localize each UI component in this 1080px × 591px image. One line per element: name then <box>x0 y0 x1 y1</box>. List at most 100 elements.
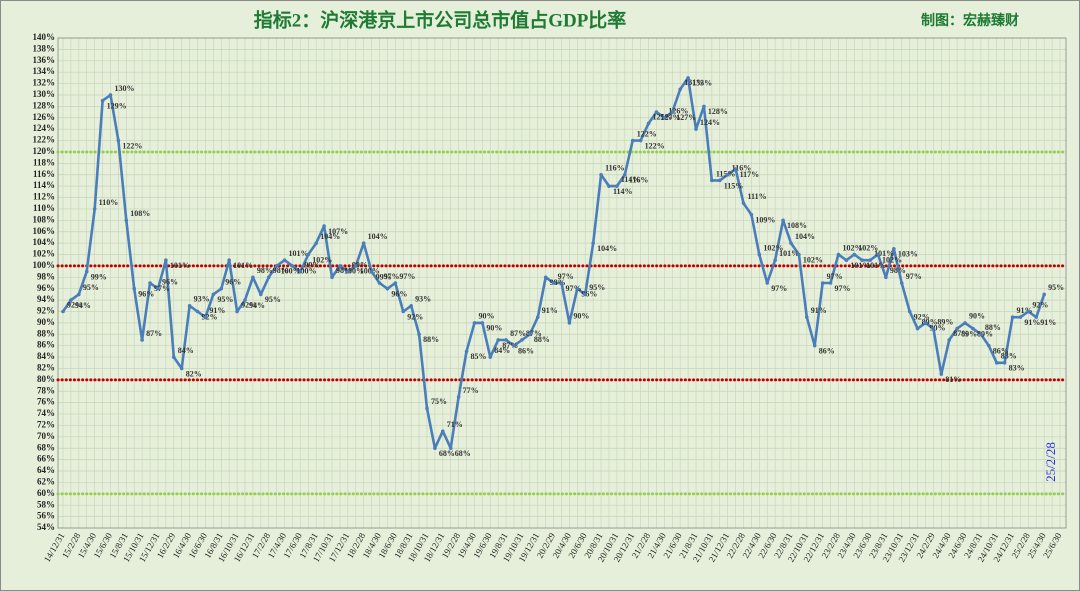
data-label: 97% <box>399 272 415 281</box>
data-label: 91% <box>1017 306 1033 315</box>
data-label: 97% <box>827 272 843 281</box>
data-label: 99% <box>304 260 320 269</box>
y-tick-label: 94% <box>37 294 55 304</box>
data-point <box>765 281 770 285</box>
data-label: 98% <box>336 266 352 275</box>
y-tick-label: 78% <box>37 385 55 395</box>
data-point <box>678 87 682 92</box>
data-point <box>923 321 928 325</box>
data-label: 116% <box>732 164 752 173</box>
y-tick-label: 140% <box>33 32 56 42</box>
data-point <box>591 241 595 245</box>
y-tick-label: 126% <box>33 112 56 122</box>
y-tick-label: 100% <box>33 260 56 270</box>
data-point <box>61 309 65 314</box>
data-point <box>401 309 406 314</box>
y-tick-label: 98% <box>37 271 55 281</box>
data-point <box>789 241 793 245</box>
data-point <box>638 138 643 143</box>
y-tick-label: 108% <box>33 214 56 224</box>
data-point <box>971 326 975 331</box>
data-point <box>314 241 319 245</box>
data-point <box>551 281 556 285</box>
data-point <box>710 178 714 183</box>
data-label: 96% <box>391 290 407 299</box>
data-point <box>124 218 129 223</box>
data-label: 95% <box>1048 283 1064 292</box>
data-point <box>512 343 516 348</box>
data-label: 96% <box>581 290 597 299</box>
y-tick-label: 70% <box>37 431 55 441</box>
data-label: 101% <box>233 261 253 270</box>
data-point <box>259 292 263 297</box>
data-label: 111% <box>747 192 766 201</box>
data-point <box>179 366 184 371</box>
data-point <box>266 275 271 280</box>
data-point <box>353 264 358 268</box>
data-point <box>757 252 762 257</box>
data-label: 92% <box>1032 300 1048 309</box>
data-label: 95% <box>589 283 605 292</box>
data-point <box>535 315 540 319</box>
data-point <box>203 315 208 319</box>
data-point <box>306 252 311 257</box>
data-label: 97% <box>835 284 851 293</box>
data-label: 92% <box>914 312 930 321</box>
data-label: 97% <box>566 284 582 293</box>
data-label: 96% <box>225 278 241 287</box>
data-label: 89% <box>961 329 977 338</box>
data-point <box>654 110 659 114</box>
data-label: 101% <box>289 249 309 258</box>
data-point <box>607 184 611 188</box>
data-label: 91% <box>1040 318 1056 327</box>
data-point <box>876 252 880 257</box>
data-label: 83% <box>1001 352 1017 361</box>
data-label: 114% <box>621 175 641 184</box>
data-point <box>852 252 857 257</box>
data-point <box>84 269 89 274</box>
data-point <box>1002 360 1007 365</box>
data-point <box>488 355 493 359</box>
data-point <box>528 332 532 337</box>
data-point <box>132 286 137 291</box>
data-point <box>717 178 722 183</box>
data-point <box>77 292 81 297</box>
data-point <box>441 429 445 433</box>
data-label: 97% <box>771 284 787 293</box>
data-point <box>496 338 500 342</box>
y-tick-label: 84% <box>37 351 55 361</box>
data-label: 104% <box>368 232 388 241</box>
chart-title: 指标2：沪深港京上市公司总市值占GDP比率 <box>254 8 627 31</box>
data-label: 127% <box>676 113 696 122</box>
data-label: 107% <box>328 227 348 236</box>
data-point <box>274 264 279 268</box>
y-tick-label: 58% <box>37 499 55 509</box>
data-label: 101% <box>866 261 886 270</box>
data-point <box>686 76 690 80</box>
data-label: 97% <box>154 284 170 293</box>
data-point <box>361 241 366 245</box>
data-point <box>963 321 967 325</box>
data-point <box>939 372 944 376</box>
data-label: 97% <box>558 272 574 281</box>
data-label: 96% <box>162 278 178 287</box>
y-tick-label: 82% <box>37 363 55 373</box>
data-point <box>899 281 904 285</box>
data-label: 116% <box>629 176 649 185</box>
data-label: 87% <box>502 341 518 350</box>
annotation: 25/2/28 <box>1043 442 1058 482</box>
data-point <box>630 138 635 143</box>
data-label: 87% <box>146 329 162 338</box>
data-point <box>164 258 168 263</box>
data-point <box>1010 315 1015 319</box>
data-point <box>575 286 580 291</box>
data-point <box>773 258 777 263</box>
y-tick-label: 66% <box>37 454 55 464</box>
data-label: 91% <box>542 306 558 315</box>
y-tick-label: 72% <box>37 420 55 430</box>
data-point <box>417 332 421 337</box>
data-point <box>322 224 326 228</box>
data-label: 117% <box>740 170 760 179</box>
data-label: 95% <box>83 283 99 292</box>
